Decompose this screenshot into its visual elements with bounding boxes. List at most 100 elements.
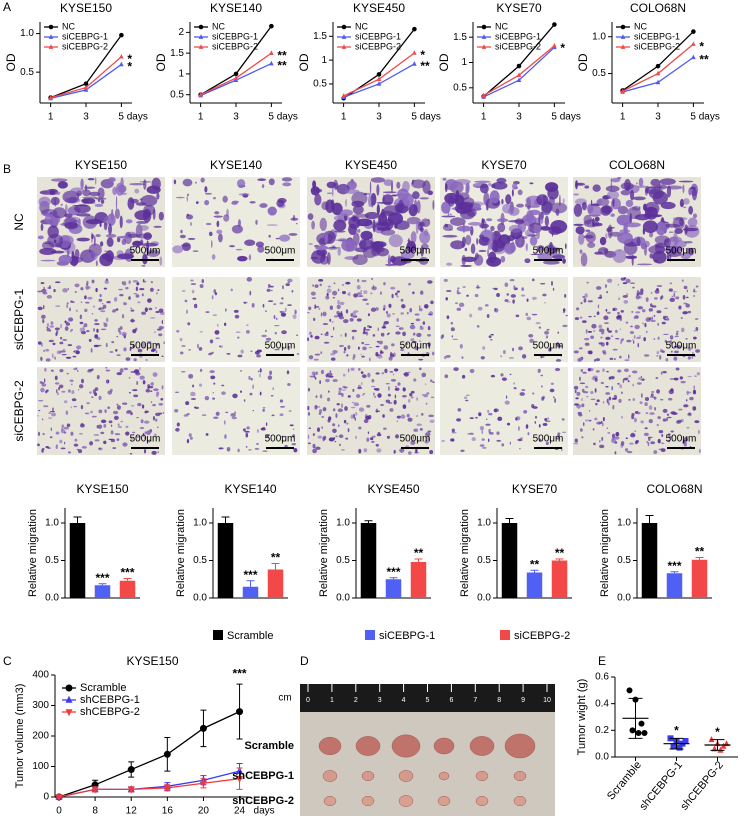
cell (63, 400, 68, 404)
cell (426, 392, 430, 395)
cell (337, 246, 341, 256)
scale-bar-label: 500μm (265, 246, 296, 257)
cell (307, 434, 310, 439)
cell (150, 281, 154, 284)
cell (98, 409, 103, 414)
cell (509, 441, 512, 445)
cell (130, 309, 135, 312)
cell (54, 327, 60, 331)
cell (646, 330, 648, 334)
cell (237, 354, 243, 358)
cell (326, 288, 332, 293)
cell (58, 384, 64, 389)
cell (626, 450, 633, 454)
cell (292, 314, 297, 319)
cell (261, 334, 267, 338)
cell (445, 354, 451, 358)
cell (605, 341, 609, 346)
cell (682, 295, 686, 300)
cell (75, 350, 80, 355)
cell (91, 232, 93, 244)
cell (595, 370, 600, 373)
cell (205, 433, 209, 436)
cell (394, 220, 410, 231)
y-axis-label: OD (437, 53, 451, 71)
cell (384, 368, 388, 374)
cell (602, 400, 605, 404)
error-bar (645, 515, 654, 523)
cell (542, 194, 547, 206)
cell (526, 205, 541, 208)
marker (670, 743, 677, 750)
marker (516, 77, 522, 83)
cell (310, 291, 316, 296)
sd-bar (710, 739, 725, 751)
cell (159, 256, 163, 266)
significance: ** (271, 551, 281, 565)
cell (310, 186, 320, 196)
cell (381, 326, 387, 329)
cell (516, 203, 524, 208)
cell (634, 417, 637, 423)
cell (647, 436, 653, 439)
cell (459, 344, 463, 349)
cell (446, 262, 453, 266)
cell (158, 211, 164, 221)
cell (403, 373, 408, 375)
cell (668, 389, 674, 395)
cell (380, 332, 385, 337)
cell (429, 449, 434, 455)
cell (667, 254, 670, 260)
marker (341, 93, 346, 98)
cell (479, 425, 485, 431)
scale-bar-label: 500μm (666, 341, 697, 352)
cell (609, 357, 614, 360)
cell (37, 306, 43, 311)
cell (352, 205, 364, 215)
cell (308, 243, 313, 245)
cell (333, 437, 336, 440)
marker (376, 76, 382, 82)
cell (424, 383, 427, 386)
cell (393, 368, 399, 372)
cell (81, 446, 87, 449)
cell (496, 218, 509, 223)
cell (602, 352, 607, 355)
cell (575, 226, 585, 235)
y-tick-label: 0.5 (453, 82, 467, 93)
cell (386, 333, 389, 336)
cell (250, 350, 253, 352)
cell (222, 195, 228, 203)
cell (638, 377, 642, 380)
cell (378, 340, 384, 345)
significance: ** (277, 48, 287, 62)
panel-label: D (300, 654, 309, 668)
cell (103, 221, 108, 231)
cell (579, 249, 583, 254)
cell (698, 430, 700, 434)
cell (426, 333, 432, 337)
cell (587, 330, 593, 333)
cell (594, 417, 598, 421)
cell (96, 375, 100, 380)
cell (687, 217, 698, 227)
cell (125, 219, 133, 224)
cell (631, 414, 635, 420)
cell (98, 447, 101, 450)
cell (128, 296, 131, 300)
cell (531, 296, 537, 300)
cell (97, 198, 101, 203)
cell (371, 286, 377, 291)
cell (92, 389, 96, 394)
cell (474, 293, 479, 298)
cell (153, 388, 159, 391)
cell (268, 284, 271, 288)
cell (406, 240, 417, 253)
cell (585, 229, 591, 232)
bar (242, 586, 259, 598)
cell (661, 350, 665, 353)
cell (105, 369, 111, 372)
cell (346, 422, 349, 425)
chart-title: KYSE70 (512, 482, 558, 496)
legend-swatch (500, 630, 510, 640)
